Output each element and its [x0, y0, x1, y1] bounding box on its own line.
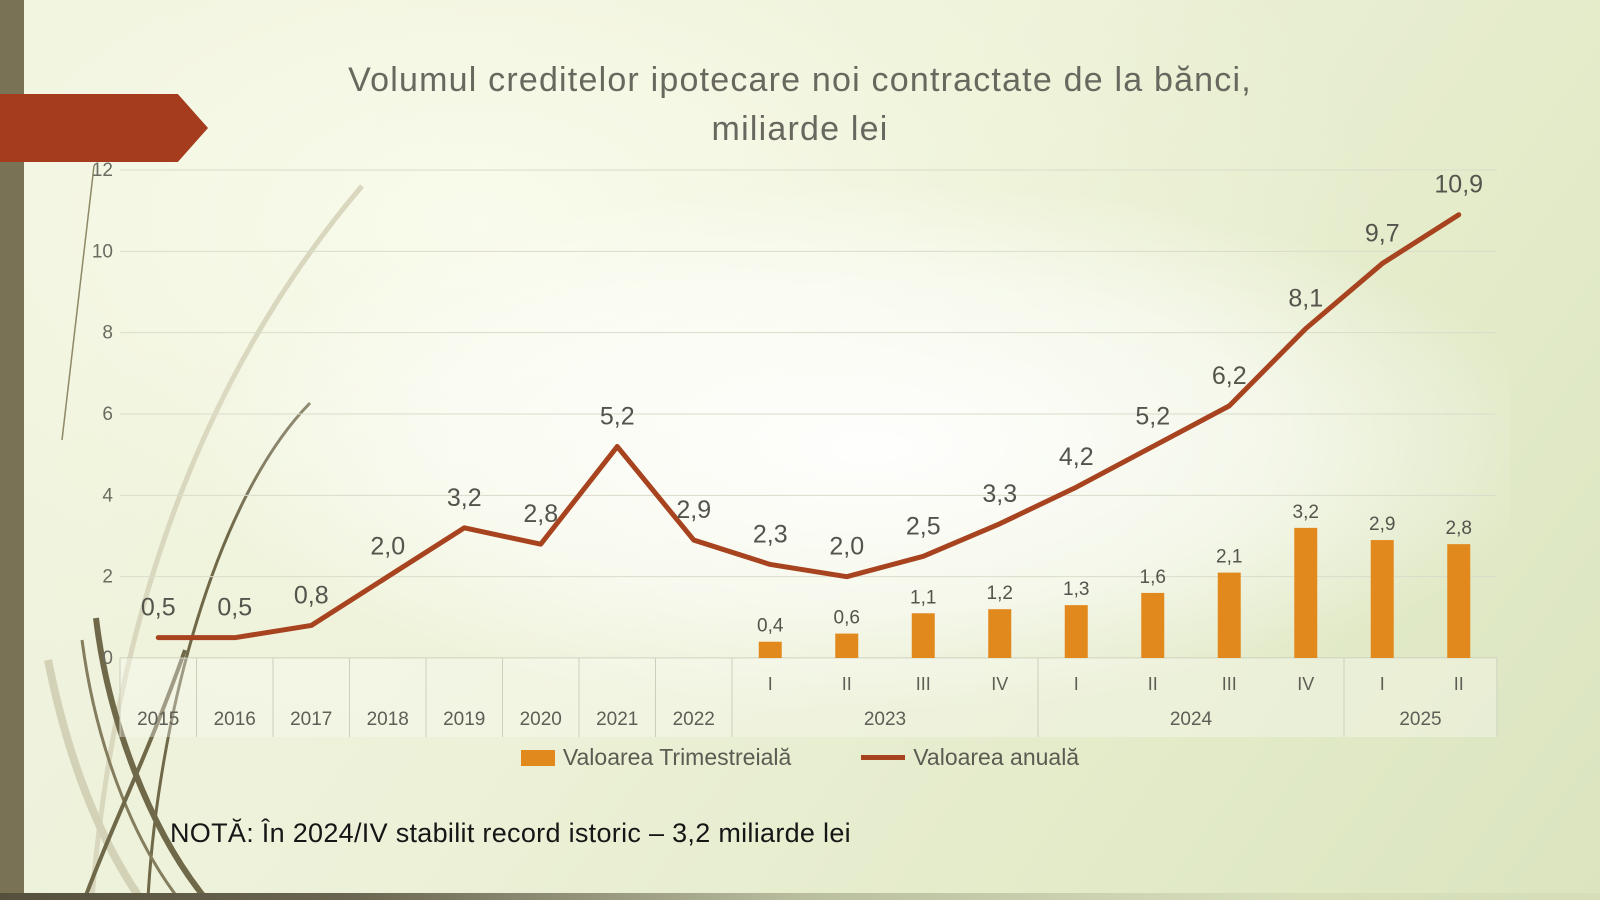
line-data-label: 3,3	[982, 480, 1017, 508]
bar	[1141, 592, 1165, 658]
legend-item-annual: Valoarea anuală	[861, 744, 1079, 771]
line-data-label: 5,2	[600, 403, 635, 431]
bar-data-label: 1,2	[987, 583, 1013, 604]
x-axis-year-label: 2016	[214, 709, 256, 730]
line-data-label: 0,8	[294, 581, 329, 609]
x-axis-year-label: 2024	[1170, 709, 1213, 730]
decor-curve-thin	[61, 165, 95, 441]
bar	[1370, 540, 1394, 658]
bar-data-label: 3,2	[1293, 502, 1319, 523]
bar-data-label: 2,8	[1446, 518, 1472, 539]
bar-series-label: Valoarea Trimestreială	[562, 744, 792, 770]
line-data-label: 5,2	[1135, 403, 1170, 431]
line-data-label: 2,3	[753, 520, 788, 548]
title-line-1: Volumul creditelor ipotecare noi contrac…	[348, 61, 1252, 99]
bar-series-swatch	[520, 749, 555, 766]
x-axis-quarter-label: II	[842, 674, 852, 694]
line-data-label: 6,2	[1212, 362, 1247, 390]
x-axis-year-label: 2020	[520, 709, 562, 730]
slide-title: Volumul creditelor ipotecare noi contrac…	[0, 56, 1600, 154]
bar-data-label: 0,4	[757, 616, 784, 637]
line-series-swatch	[861, 755, 906, 760]
y-axis-tick-label: 2	[102, 567, 113, 588]
x-axis-quarter-label: I	[768, 674, 773, 694]
bar	[758, 641, 782, 658]
bar-data-label: 2,9	[1369, 514, 1395, 535]
x-axis-year-label: 2017	[290, 709, 332, 730]
x-axis-year-label: 2021	[596, 709, 638, 730]
x-axis-year-label: 2015	[137, 709, 179, 730]
y-axis-tick-label: 12	[92, 160, 113, 181]
annual-line	[155, 212, 1462, 641]
line-data-label: 8,1	[1288, 285, 1323, 313]
bar	[988, 609, 1012, 658]
plot-area-background	[95, 162, 1510, 782]
line-data-label: 0,5	[217, 594, 252, 622]
note-text: NOTĂ: În 2024/IV stabilit record istoric…	[170, 818, 851, 848]
x-axis-quarter-label: I	[1380, 674, 1385, 694]
line-data-label: 0,5	[141, 594, 176, 622]
bar	[911, 613, 935, 658]
bar-data-label: 1,6	[1140, 567, 1166, 588]
y-axis-tick-label: 0	[102, 648, 113, 669]
line-data-label: 3,2	[447, 484, 482, 512]
y-axis-tick-label: 4	[102, 485, 113, 506]
x-axis-year-label: 2025	[1399, 709, 1441, 730]
title-line-2: miliarde lei	[711, 110, 889, 148]
line-data-label: 4,2	[1059, 443, 1094, 471]
bar-data-label: 1,3	[1063, 579, 1089, 600]
bar	[1294, 527, 1318, 658]
bar	[1217, 572, 1241, 658]
x-axis-quarter-label: III	[1222, 674, 1237, 694]
x-axis-quarter-label: II	[1148, 674, 1158, 694]
x-axis-year-label: 2023	[864, 709, 906, 730]
legend-item-quarterly: Valoarea Trimestreială	[520, 744, 792, 771]
decor-curve-olive-b	[80, 639, 180, 899]
x-axis-quarter-label: IV	[991, 674, 1008, 694]
x-axis-year-label: 2018	[367, 709, 409, 730]
bar-data-label: 1,1	[910, 587, 936, 608]
y-axis-tick-label: 8	[102, 323, 113, 344]
y-axis-tick-label: 6	[102, 404, 113, 425]
line-data-label: 2,9	[676, 496, 711, 524]
bottom-edge-strip	[0, 893, 1600, 900]
bar-data-label: 0,6	[834, 608, 860, 629]
chart-legend: Valoarea Trimestreială Valoarea anuală	[0, 744, 1600, 771]
decor-curve-light-a	[44, 659, 144, 900]
line-data-label: 2,0	[370, 533, 405, 561]
line-data-label: 2,8	[523, 500, 558, 528]
x-axis-quarter-label: III	[916, 674, 931, 694]
x-axis-quarter-label: I	[1074, 674, 1079, 694]
line-data-label: 2,5	[906, 512, 941, 540]
y-axis-tick-label: 10	[92, 241, 113, 262]
bar	[1447, 544, 1471, 658]
line-data-label: 2,0	[829, 533, 864, 561]
line-data-label: 9,7	[1365, 220, 1400, 248]
x-axis-year-label: 2022	[673, 709, 715, 730]
line-data-label: 10,9	[1434, 171, 1483, 199]
x-axis-quarter-label: II	[1454, 674, 1464, 694]
bar	[835, 633, 859, 658]
line-series-label: Valoarea anuală	[913, 744, 1080, 770]
red-arrow-accent	[0, 94, 208, 162]
x-axis-quarter-label: IV	[1297, 674, 1314, 694]
bar	[1064, 605, 1088, 658]
bar-data-label: 2,1	[1216, 547, 1242, 568]
x-axis-year-label: 2019	[443, 709, 485, 730]
